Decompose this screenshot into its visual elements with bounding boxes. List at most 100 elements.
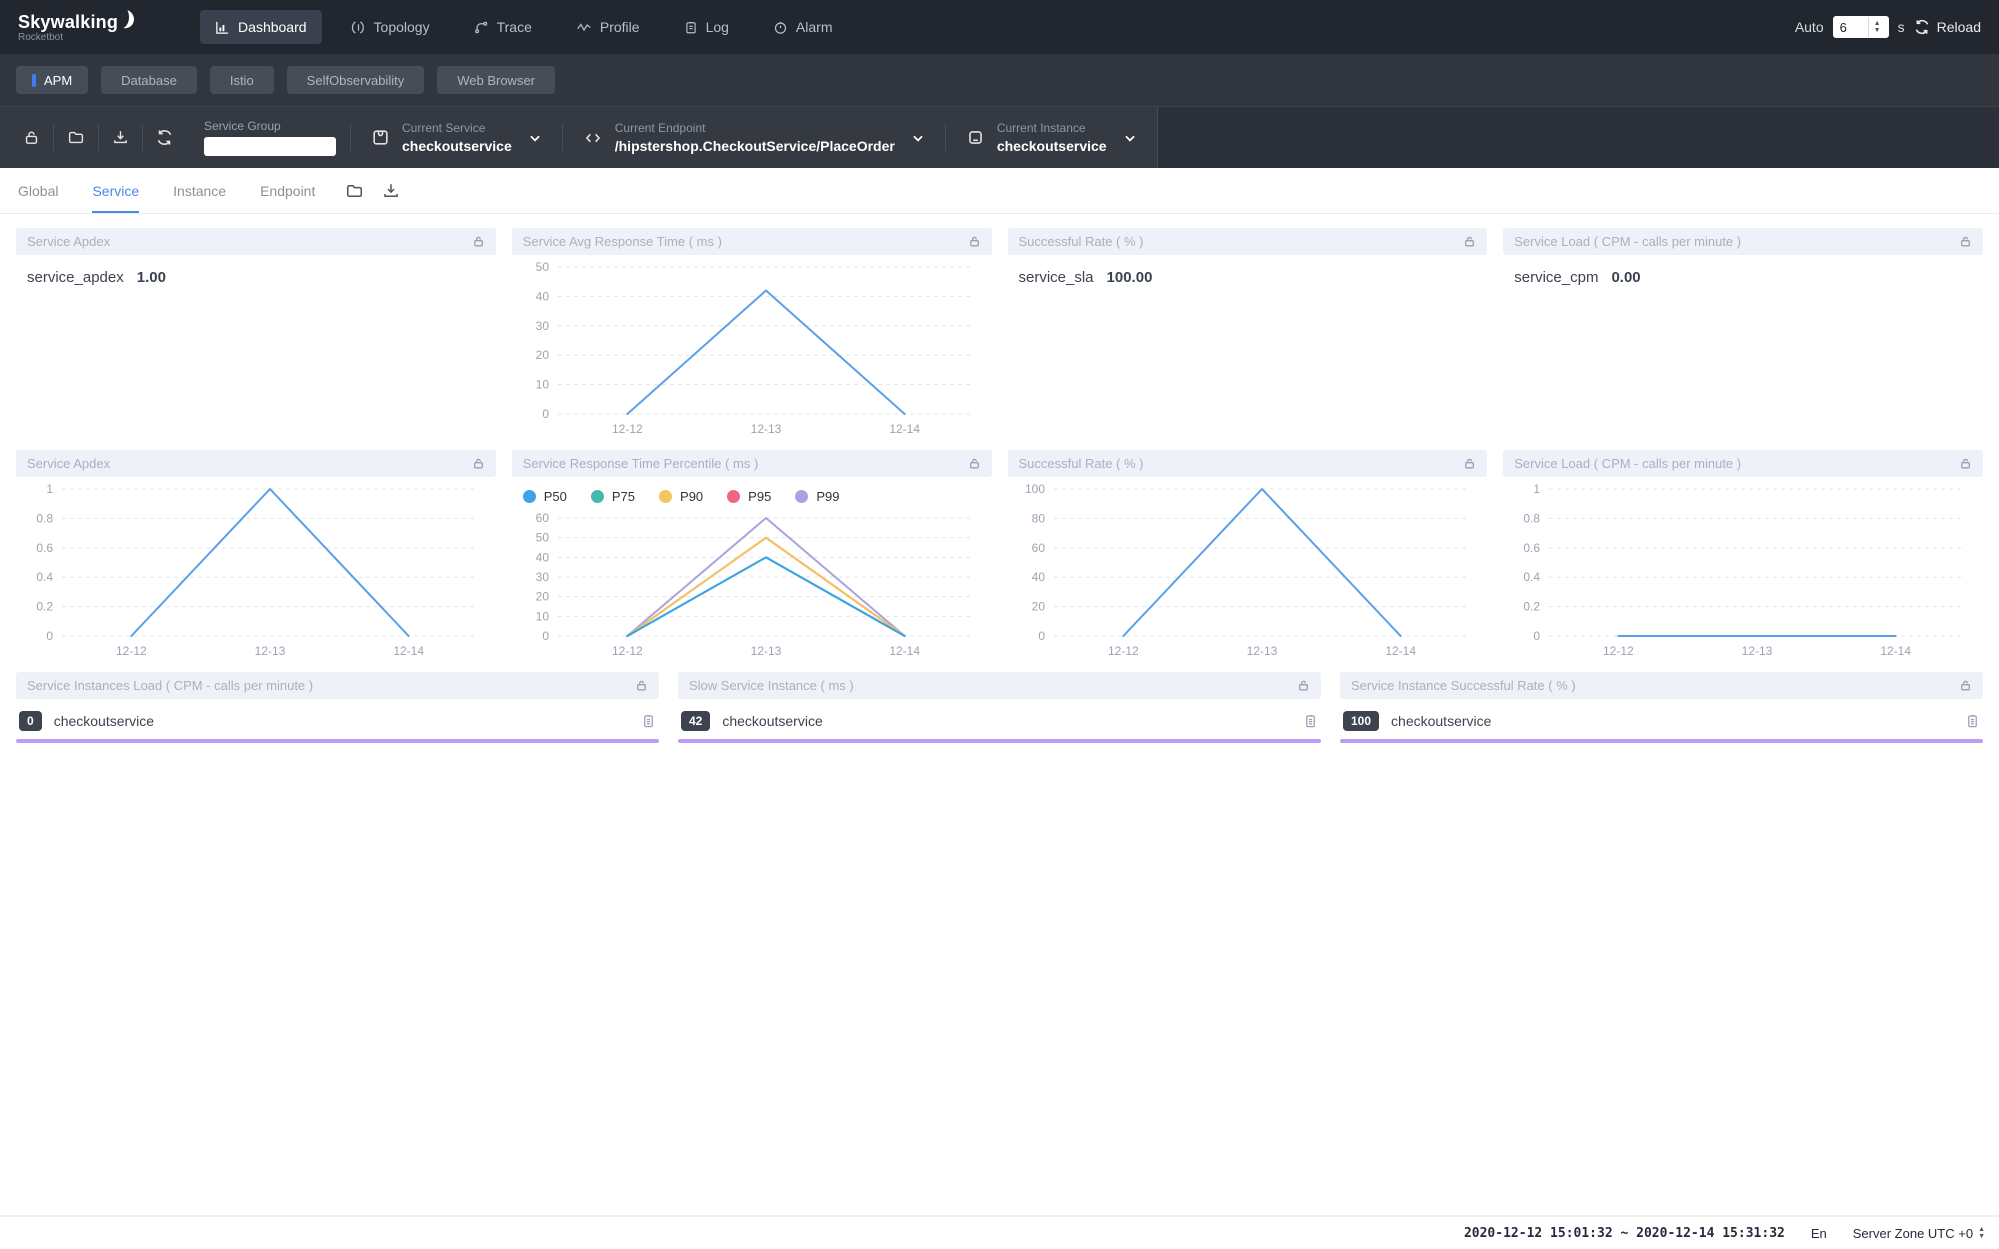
lock-icon[interactable] (1959, 457, 1972, 470)
folder-button[interactable] (54, 125, 98, 151)
subnav-tab-web-browser[interactable]: Web Browser (437, 66, 555, 94)
instance-list-item[interactable]: 0 checkoutservice (16, 699, 659, 739)
lock-button[interactable] (10, 125, 53, 151)
server-zone-spinner[interactable]: ▲▼ (1978, 1226, 1985, 1240)
svg-text:30: 30 (535, 319, 549, 333)
svg-text:80: 80 (1031, 511, 1045, 525)
line-chart[interactable]: 00.20.40.60.8112-1212-1312-14 (16, 477, 496, 662)
refresh-templates-button[interactable] (143, 125, 186, 151)
language-toggle[interactable]: En (1811, 1226, 1827, 1241)
svg-text:60: 60 (535, 511, 549, 525)
auto-interval-stepper[interactable]: ▲▼ (1833, 16, 1889, 38)
svg-text:0.8: 0.8 (36, 511, 53, 525)
menu-item-dashboard[interactable]: Dashboard (200, 10, 322, 44)
lock-icon[interactable] (1297, 679, 1310, 692)
copy-clipboard-icon[interactable] (641, 713, 656, 729)
menu-item-trace[interactable]: Trace (459, 10, 547, 44)
time-range-picker[interactable]: 2020-12-12 15:01:32 ~ 2020-12-14 15:31:3… (1464, 1226, 1785, 1241)
instance-name: checkoutservice (54, 713, 154, 729)
tab-instance[interactable]: Instance (173, 168, 226, 213)
svg-text:10: 10 (535, 609, 549, 623)
menu-label: Log (706, 19, 729, 35)
svg-text:12-13: 12-13 (750, 422, 781, 436)
panel-title: Successful Rate ( % ) (1019, 234, 1144, 249)
tab-service[interactable]: Service (92, 168, 139, 213)
auto-interval-spinner[interactable]: ▲▼ (1868, 17, 1886, 37)
menu-item-profile[interactable]: Profile (561, 10, 655, 44)
copy-clipboard-icon[interactable] (1303, 713, 1318, 729)
auto-interval-input[interactable] (1834, 20, 1868, 35)
lock-icon[interactable] (635, 679, 648, 692)
value-bar (678, 739, 1321, 743)
svg-text:30: 30 (535, 570, 549, 584)
lock-icon[interactable] (968, 235, 981, 248)
svg-text:0.8: 0.8 (1524, 511, 1541, 525)
code-icon (583, 129, 603, 147)
lock-icon[interactable] (472, 235, 485, 248)
current-endpoint-selector[interactable]: Current Endpoint /hipstershop.CheckoutSe… (563, 107, 945, 168)
subnav-tab-apm[interactable]: APM (16, 66, 88, 94)
service-group-label: Service Group (204, 119, 336, 133)
download-icon[interactable] (382, 182, 400, 200)
legend-item-p99[interactable]: P99 (795, 489, 839, 504)
line-chart[interactable]: 010203040506012-1212-1312-14 (512, 506, 992, 662)
instance-list-item[interactable]: 100 checkoutservice (1340, 699, 1983, 739)
profile-icon (576, 20, 592, 35)
lock-icon[interactable] (1463, 457, 1476, 470)
legend-dot (591, 490, 604, 503)
svg-text:12-12: 12-12 (612, 644, 643, 658)
legend-item-p50[interactable]: P50 (523, 489, 567, 504)
line-chart[interactable]: 00.20.40.60.8112-1212-1312-14 (1503, 477, 1983, 662)
folder-icon[interactable] (345, 182, 364, 200)
metric-name: service_sla (1019, 269, 1094, 286)
export-download-button[interactable] (99, 125, 142, 151)
menu-item-log[interactable]: Log (669, 10, 744, 44)
topology-icon (351, 20, 366, 35)
chart-legend: P50 P75 P90 P95 P99 (512, 477, 992, 506)
menu-label: Topology (374, 19, 430, 35)
instance-list-item[interactable]: 42 checkoutservice (678, 699, 1321, 739)
lock-icon[interactable] (1959, 679, 1972, 692)
subnav-tab-istio[interactable]: Istio (210, 66, 274, 94)
subnav-label: Web Browser (457, 73, 535, 88)
skywalking-logo[interactable]: Skywalking Rocketbot (18, 12, 136, 43)
svg-text:50: 50 (535, 260, 549, 274)
panel-service-apdex-stat: Service Apdex service_apdex 1.00 (16, 228, 496, 440)
subnav-tab-database[interactable]: Database (101, 66, 197, 94)
subnav-tab-selfobservability[interactable]: SelfObservability (287, 66, 425, 94)
panel-title: Service Apdex (27, 234, 110, 249)
menu-item-alarm[interactable]: Alarm (758, 10, 848, 44)
lock-icon[interactable] (968, 457, 981, 470)
panel-title: Service Instances Load ( CPM - calls per… (27, 678, 313, 693)
tab-global[interactable]: Global (18, 168, 58, 213)
service-group-input[interactable] (204, 137, 336, 156)
legend-item-p75[interactable]: P75 (591, 489, 635, 504)
line-chart[interactable]: 02040608010012-1212-1312-14 (1008, 477, 1488, 662)
svg-text:12-14: 12-14 (393, 644, 424, 658)
copy-clipboard-icon[interactable] (1965, 713, 1980, 729)
legend-dot (523, 490, 536, 503)
line-chart[interactable]: 0102030405012-1212-1312-14 (512, 255, 992, 440)
tab-endpoint[interactable]: Endpoint (260, 168, 315, 213)
legend-item-p95[interactable]: P95 (727, 489, 771, 504)
svg-text:0: 0 (46, 629, 53, 643)
reload-label: Reload (1937, 19, 1981, 35)
panel-successful-rate-chart: Successful Rate ( % ) 02040608010012-121… (1008, 450, 1488, 662)
svg-text:12-12: 12-12 (1603, 644, 1634, 658)
panel-title: Service Apdex (27, 456, 110, 471)
lock-icon[interactable] (472, 457, 485, 470)
menu-item-topology[interactable]: Topology (336, 10, 445, 44)
dashboard-toolbar: Service Group Current Service checkoutse… (0, 106, 1999, 168)
current-service-selector[interactable]: Current Service checkoutservice (351, 107, 562, 168)
current-instance-selector[interactable]: Current Instance checkoutservice (946, 107, 1157, 168)
current-instance-label: Current Instance (997, 121, 1107, 135)
lock-icon[interactable] (1463, 235, 1476, 248)
legend-item-p90[interactable]: P90 (659, 489, 703, 504)
reload-button[interactable]: Reload (1914, 19, 1981, 35)
logo-title: Skywalking (18, 12, 118, 33)
svg-text:60: 60 (1031, 541, 1045, 555)
lock-icon[interactable] (1959, 235, 1972, 248)
menu-label: Dashboard (238, 19, 307, 35)
panel-service-load-chart: Service Load ( CPM - calls per minute ) … (1503, 450, 1983, 662)
menu-label: Trace (497, 19, 532, 35)
